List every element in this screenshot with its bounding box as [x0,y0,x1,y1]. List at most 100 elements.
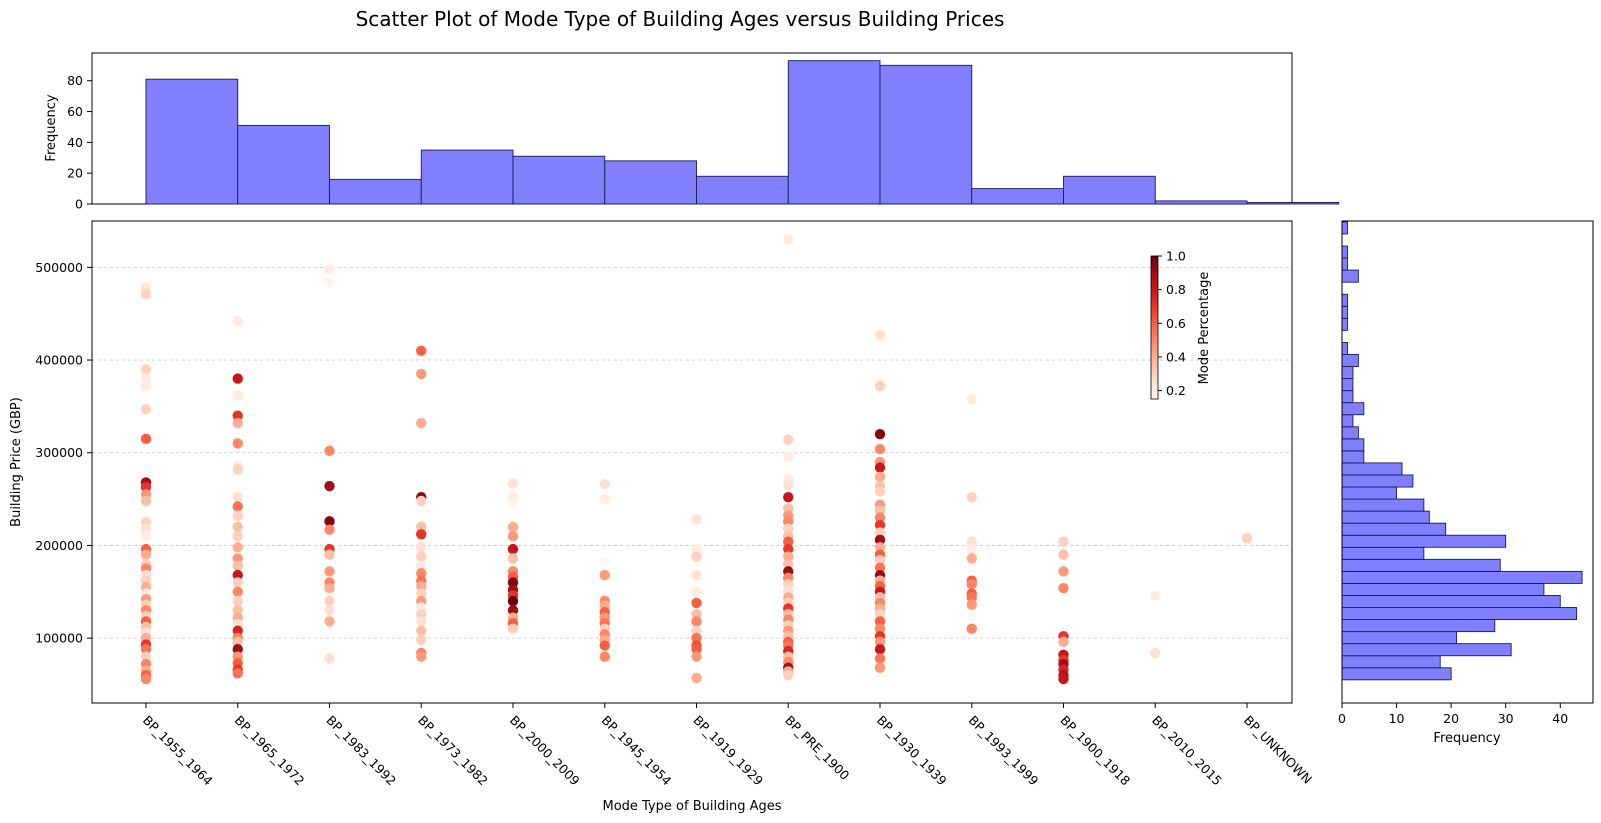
x-tick-label: BP_1983_1992 [323,713,399,789]
scatter-point [783,536,794,547]
right-histogram-bar [1341,595,1561,608]
scatter-point [324,582,335,594]
right-histogram-bar [1341,317,1348,331]
right-x-tick-label: 40 [1552,711,1568,726]
scatter-point [416,529,427,540]
scatter-point [324,595,335,607]
scatter-point [1150,590,1161,601]
y-tick-label: 400000 [35,353,83,368]
scatter-point [691,651,702,662]
scatter-point [324,653,335,664]
scatter-point [140,403,152,415]
scatter-point [1241,532,1253,544]
top-y-tick-label: 40 [67,135,83,150]
scatter-point [416,345,427,356]
scatter-point [783,558,794,570]
right-histogram-bar [1341,305,1348,319]
scatter-point [324,480,335,492]
right-histogram-bar [1341,257,1348,271]
scatter-point [966,492,977,503]
scatter-point [416,521,427,533]
right-histogram-bar [1341,378,1354,392]
scatter-point [507,577,519,588]
right-histogram-bar [1341,522,1447,536]
scatter-point [874,428,886,440]
scatter-point [416,568,427,579]
scatter-point [966,592,977,603]
right-histogram-bar [1341,510,1430,524]
scatter-point [140,364,152,375]
y-grid-lines [92,266,1292,639]
top-histogram-ylabel: Frequency [44,94,59,161]
scatter-point [691,616,702,627]
scatter-point [232,586,243,597]
scatter-point [874,562,886,573]
scatter-point [783,551,794,562]
right-histogram-bar [1341,486,1398,500]
scatter-point [416,616,427,627]
right-histogram-bar [1341,354,1359,367]
scatter-point [691,608,702,620]
scatter-point [232,560,243,572]
scatter-point [691,569,702,581]
scatter-point [232,417,243,429]
scatter-point [232,315,243,327]
scatter-point [507,543,519,555]
colorbar-tick-label: 0.2 [1166,383,1186,398]
scatter-point [874,462,886,473]
scatter-point [599,569,610,581]
scatter-point [324,549,335,560]
scatter-points [140,234,1253,685]
scatter-point [966,393,977,405]
scatter-point [232,410,243,421]
colorbar-tick-label: 0.8 [1166,282,1186,297]
scatter-point [140,523,152,534]
top-histogram-bar [237,124,330,205]
top-histogram-bar [420,149,514,205]
scatter-point [232,492,243,503]
scatter-point [232,542,243,553]
scatter-point [416,560,427,572]
scatter-point [783,492,794,503]
chart-title: Scatter Plot of Mode Type of Building Ag… [356,7,1005,31]
colorbar-tick-label: 0.4 [1166,349,1186,364]
right-histogram-bar [1341,546,1425,560]
scatter-point [783,479,794,491]
scatter-point [874,380,886,392]
top-histogram-bar [879,64,973,205]
scatter-point [783,523,794,534]
right-histogram-bar [1341,402,1365,416]
right-histogram-bar [1341,498,1425,512]
scatter-point [599,493,610,505]
scatter-point [691,644,702,655]
scatter-point [416,588,427,599]
right-histogram-bar [1341,366,1354,380]
scatter-point [783,434,794,445]
scatter-point [874,653,886,664]
top-histogram-bar [696,175,789,205]
x-tick-label: BP_1945_1954 [599,713,675,789]
y-tick-label: 300000 [35,445,83,460]
scatter-point [966,599,977,610]
scatter-point [507,595,519,607]
colorbar-gradient [1150,255,1159,400]
right-x-tick-label: 0 [1338,711,1346,726]
right-histogram-xlabel: Frequency [1433,731,1500,746]
x-tick-label: BP_1930_1939 [874,713,950,789]
scatter-point [140,373,152,384]
scatter-point [232,530,243,542]
right-histogram-bar [1341,269,1359,283]
scatter-point [874,623,886,635]
scatter-point [232,595,243,607]
scatter-point [874,662,886,673]
top-histogram-bars [145,60,1340,205]
x-tick-label: BP_UNKNOWN [1241,713,1315,787]
top-histogram-bar [604,160,697,205]
y-tick-label: 100000 [35,631,83,646]
scatter-point [783,579,794,590]
right-histogram-bar [1341,667,1452,681]
scatter-point [783,451,794,462]
scatter-point [232,553,243,564]
scatter-point [232,636,243,648]
scatter-point [324,566,335,577]
